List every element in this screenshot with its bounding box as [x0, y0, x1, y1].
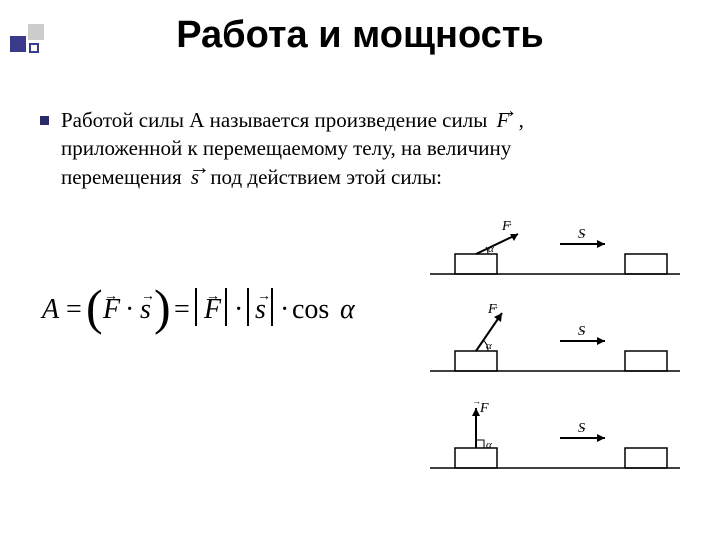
para-comma: , — [519, 108, 524, 132]
svg-text:·: · — [125, 294, 134, 325]
svg-text:S: S — [578, 227, 585, 242]
para-line2: приложенной к перемещаемому телу, на вел… — [61, 136, 511, 160]
svg-text:F: F — [203, 294, 222, 325]
svg-text:A: A — [40, 294, 60, 325]
svg-text:F: F — [501, 219, 511, 234]
svg-text:·: · — [234, 294, 243, 325]
page-title: Работа и мощность — [0, 14, 720, 57]
bullet-icon — [40, 116, 49, 125]
diagram-3: α → F → S — [430, 400, 690, 483]
diagram-1: α → F → S — [430, 214, 690, 289]
para-line1a: Работой силы А называется произведение с… — [61, 108, 487, 132]
svg-text:): ) — [154, 279, 171, 335]
svg-text:F: F — [102, 294, 121, 325]
work-formula: A = ( → F · → s ) = → F · → s · cos α — [40, 274, 420, 349]
svg-text:α: α — [486, 439, 492, 451]
svg-text:S: S — [578, 421, 585, 436]
svg-text:=: = — [66, 294, 82, 325]
corner-decoration — [10, 24, 56, 75]
svg-text:F: F — [487, 303, 497, 317]
svg-text:cos: cos — [292, 294, 329, 325]
vec-F-inline: →F — [493, 108, 519, 132]
svg-text:α: α — [340, 294, 356, 325]
para-line3b: под действием этой силы: — [210, 165, 442, 189]
svg-text:s: s — [140, 294, 151, 325]
force-diagrams: α → F → S α → F → S — [430, 214, 690, 497]
svg-text:(: ( — [86, 279, 103, 335]
svg-text:F: F — [479, 401, 489, 416]
definition-paragraph: Работой силы А называется произведение с… — [40, 106, 680, 191]
para-line3a: перемещения — [61, 165, 182, 189]
svg-text:α: α — [488, 243, 494, 255]
svg-text:s: s — [255, 294, 266, 325]
svg-text:=: = — [174, 294, 190, 325]
diagram-2: α → F → S — [430, 303, 690, 386]
svg-text:α: α — [486, 340, 492, 352]
svg-text:S: S — [578, 324, 585, 339]
vec-s-inline: →s — [187, 165, 210, 189]
svg-text:·: · — [280, 294, 289, 325]
